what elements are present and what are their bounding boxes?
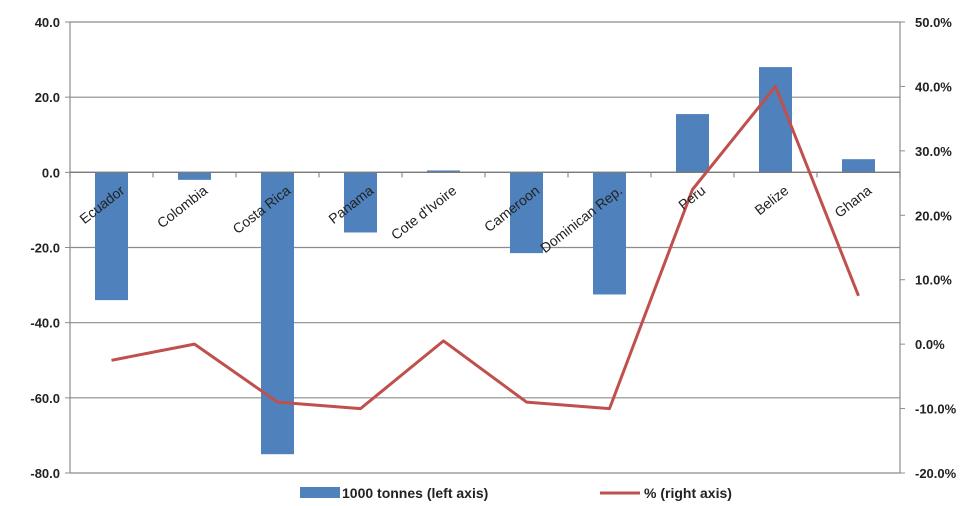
right-tick-label: 40.0% — [915, 79, 952, 94]
bar — [261, 172, 294, 455]
right-tick-label: 20.0% — [915, 208, 952, 223]
right-tick-label: 50.0% — [915, 15, 952, 30]
left-tick-label: -80.0 — [30, 466, 60, 481]
legend-swatch-bars — [300, 487, 340, 498]
left-axis-ticks: 40.0 20.0 0.0 -20.0 -40.0 -60.0 -80.0 — [30, 15, 60, 481]
right-tick-label: 10.0% — [915, 273, 952, 288]
category-label: Colombia — [154, 182, 211, 231]
right-axis-ticks: 50.0% 40.0% 30.0% 20.0% 10.0% 0.0% -10.0% -20.0… — [915, 15, 957, 481]
right-tick-label: -20.0% — [915, 466, 957, 481]
bar — [759, 67, 792, 173]
category-label: Peru — [675, 182, 708, 213]
bar — [676, 114, 709, 173]
legend: 1000 tonnes (left axis) % (right axis) — [300, 485, 732, 501]
legend-label-bars: 1000 tonnes (left axis) — [342, 485, 488, 501]
line-series — [111, 84, 860, 411]
axes — [65, 21, 905, 474]
category-label: Ghana — [831, 182, 874, 221]
category-label: Belize — [751, 182, 791, 218]
right-tick-label: -10.0% — [915, 402, 957, 417]
left-tick-label: 40.0 — [35, 15, 60, 30]
legend-label-line: % (right axis) — [644, 485, 732, 501]
right-tick-label: 0.0% — [915, 337, 945, 352]
category-labels: Ecuador Colombia Costa Rica Panama Cote d'Iv… — [76, 182, 874, 256]
bar — [344, 172, 377, 233]
left-tick-label: 20.0 — [35, 90, 60, 105]
bar — [95, 172, 128, 301]
bar — [842, 159, 875, 173]
bar — [427, 170, 460, 173]
series-line — [111, 84, 860, 411]
bar — [593, 172, 626, 295]
category-label: Cote d'Ivoire — [388, 182, 460, 243]
left-tick-label: -40.0 — [30, 316, 60, 331]
right-tick-label: 30.0% — [915, 144, 952, 159]
left-tick-label: 0.0 — [42, 165, 60, 180]
left-tick-label: -60.0 — [30, 391, 60, 406]
bar — [510, 172, 543, 254]
bar-series — [95, 67, 875, 455]
bar — [178, 172, 211, 180]
left-tick-label: -20.0 — [30, 241, 60, 256]
